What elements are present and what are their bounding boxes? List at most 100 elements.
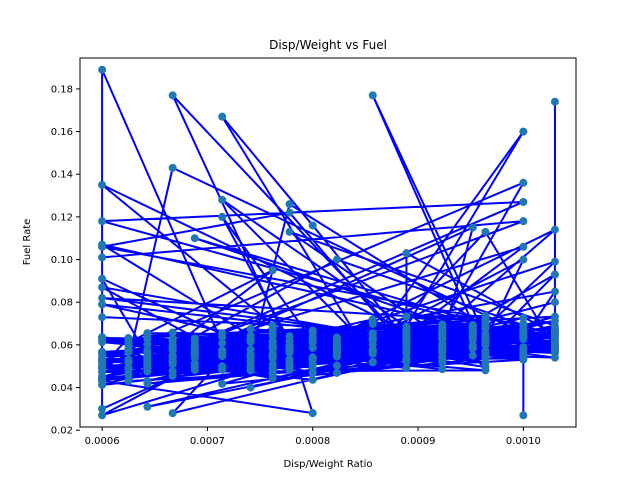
- data-point: [98, 411, 107, 420]
- data-point: [438, 356, 447, 365]
- data-point: [519, 322, 528, 331]
- data-point: [368, 329, 377, 338]
- data-point: [285, 342, 294, 351]
- data-point: [143, 329, 152, 338]
- data-point: [98, 404, 107, 413]
- data-point: [98, 300, 107, 309]
- data-point: [268, 266, 277, 275]
- data-point: [481, 227, 490, 236]
- data-point: [218, 195, 227, 204]
- data-point: [98, 180, 107, 189]
- series-line: [101, 68, 556, 417]
- data-point: [402, 249, 411, 258]
- data-point: [124, 376, 133, 385]
- data-point: [308, 359, 317, 368]
- x-axis: 0.0006 0.0007 0.0008 0.0009 0.0010: [85, 427, 541, 447]
- data-point: [468, 341, 477, 350]
- data-point: [550, 287, 559, 296]
- data-point: [268, 337, 277, 346]
- data-point: [168, 340, 177, 349]
- data-point: [143, 361, 152, 370]
- data-point: [550, 257, 559, 266]
- data-point: [519, 355, 528, 364]
- data-point: [285, 359, 294, 368]
- data-point: [308, 368, 317, 377]
- data-point: [308, 221, 317, 230]
- y-tick-label: 0.14: [51, 170, 73, 181]
- series-points: [98, 65, 559, 420]
- data-point: [368, 334, 377, 343]
- y-tick-label: 0.12: [51, 212, 73, 223]
- data-point: [468, 333, 477, 342]
- data-point: [98, 274, 107, 283]
- data-point: [285, 208, 294, 217]
- data-point: [519, 178, 528, 187]
- data-point: [98, 372, 107, 381]
- data-point: [519, 343, 528, 352]
- data-point: [98, 347, 107, 356]
- data-point: [268, 324, 277, 333]
- data-point: [246, 351, 255, 359]
- data-point: [98, 333, 107, 342]
- data-point: [368, 348, 377, 357]
- data-point: [218, 339, 227, 348]
- data-point: [481, 337, 490, 346]
- y-axis-title: Fuel Rate: [22, 219, 33, 266]
- data-point: [98, 380, 107, 389]
- data-point: [481, 324, 490, 333]
- y-tick-label: 0.06: [51, 340, 73, 351]
- data-point: [246, 336, 255, 345]
- data-point: [332, 351, 341, 360]
- data-point: [519, 329, 528, 338]
- data-point: [550, 225, 559, 234]
- data-point: [168, 371, 177, 380]
- data-point: [550, 298, 559, 307]
- data-point: [519, 411, 528, 420]
- data-point: [218, 332, 227, 341]
- data-point: [268, 342, 277, 351]
- data-point: [402, 349, 411, 358]
- data-point: [550, 353, 559, 362]
- data-point: [438, 365, 447, 374]
- data-point: [332, 368, 341, 377]
- data-point: [285, 200, 294, 209]
- data-point: [285, 348, 294, 357]
- data-point: [268, 369, 277, 378]
- data-point: [98, 313, 107, 322]
- data-point: [519, 313, 528, 322]
- data-point: [308, 409, 317, 418]
- data-point: [98, 364, 107, 373]
- x-axis-title: Disp/Weight Ratio: [283, 459, 372, 470]
- data-point: [519, 242, 528, 251]
- data-point: [550, 97, 559, 106]
- x-tick-label: 0.0007: [190, 436, 225, 447]
- data-point: [143, 348, 152, 357]
- data-point: [168, 409, 177, 418]
- data-point: [519, 217, 528, 226]
- data-point: [332, 361, 341, 370]
- data-point: [332, 340, 341, 349]
- y-tick-label: 0.16: [51, 127, 73, 138]
- data-point: [550, 342, 559, 351]
- plot-frame: [79, 57, 577, 428]
- data-point: [402, 312, 411, 321]
- y-axis: 0.02 0.04 0.06 0.08 0.10 0.12 0.14 0.16 0.18: [51, 84, 80, 437]
- data-point: [285, 227, 294, 236]
- y-tick-label: 0.10: [51, 255, 73, 266]
- data-point: [168, 351, 177, 360]
- data-point: [268, 364, 277, 373]
- x-tick-label: 0.0009: [401, 436, 436, 447]
- data-point: [246, 358, 255, 367]
- data-point: [308, 343, 317, 352]
- data-point: [190, 345, 199, 354]
- data-point: [218, 212, 227, 221]
- data-point: [481, 319, 490, 328]
- data-point: [402, 355, 411, 364]
- data-point: [246, 383, 255, 392]
- data-point: [124, 338, 133, 347]
- data-point: [519, 255, 528, 264]
- data-point: [550, 270, 559, 279]
- data-point: [143, 379, 152, 388]
- data-point: [168, 358, 177, 367]
